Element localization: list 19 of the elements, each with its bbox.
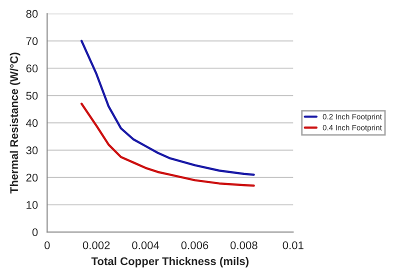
y-tick-label: 40 (26, 119, 38, 127)
y-tick-label: 50 (26, 92, 38, 100)
y-tick-label: 10 (26, 201, 38, 209)
y-tick-label: 20 (26, 174, 38, 182)
line-series (80, 40, 255, 176)
y-tick-label: 0 (32, 228, 38, 236)
x-tick-label: 0.008 (230, 241, 258, 250)
x-axis-title: Total Copper Thickness (mils) (91, 256, 249, 268)
x-tick-label: 0.004 (132, 241, 160, 250)
x-tick-label: 0.01 (282, 241, 304, 250)
x-tick-label: 0.002 (82, 241, 110, 250)
y-axis-title: Thermal Resistance (W/°C) (10, 52, 20, 194)
line-series (80, 102, 255, 187)
y-tick-label: 30 (26, 146, 38, 154)
y-tick-label: 70 (26, 37, 38, 46)
y-tick-label: 60 (26, 64, 38, 72)
x-tick-label: 0.006 (181, 241, 208, 250)
y-tick-label: 80 (26, 10, 38, 18)
x-tick-label: 0 (44, 241, 50, 250)
